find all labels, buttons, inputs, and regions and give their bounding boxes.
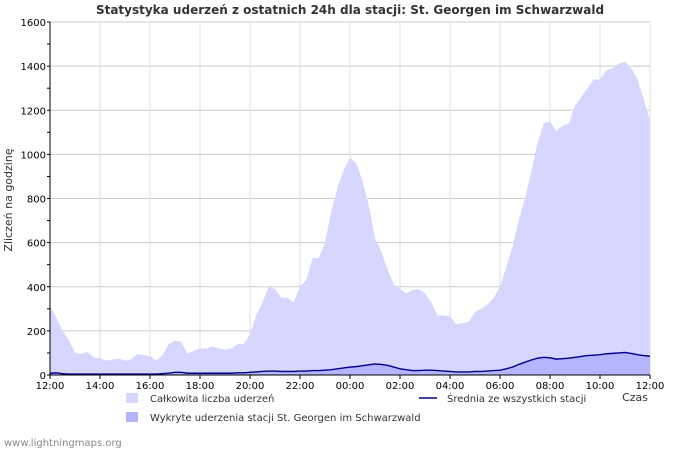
line-series-2 (49, 351, 651, 375)
x-tick-label: 00:00 (336, 381, 365, 392)
chart-title: Statystyka uderzeń z ostatnich 24h dla s… (96, 3, 604, 17)
x-tick-label: 12:00 (636, 381, 665, 392)
legend-label-station: Wykryte uderzenia stacji St. Georgen im … (150, 413, 421, 424)
plot-area (49, 61, 651, 376)
x-tick-label: 22:00 (286, 381, 315, 392)
y-tick-label: 200 (27, 327, 46, 338)
y-tick-label: 1600 (21, 18, 46, 29)
y-tick-label: 1200 (21, 106, 46, 117)
legend: Całkowita liczba uderzeń Wykryte uderzen… (126, 392, 586, 424)
x-axis-ticks: 12:00 14:00 16:00 18:00 20:00 22:00 00:00 02:00… (36, 381, 665, 392)
x-tick-label: 10:00 (586, 381, 615, 392)
legend-label-total: Całkowita liczba uderzeń (150, 393, 274, 405)
y-tick-label: 1000 (21, 150, 46, 161)
legend-label-average: Średnia ze wszystkich stacji (447, 392, 586, 405)
y-tick-label: 0 (40, 371, 46, 382)
y-tick-label: 800 (27, 195, 46, 206)
x-tick-label: 20:00 (236, 381, 265, 392)
watermark: www.lightningmaps.org (4, 438, 122, 449)
x-tick-label: 04:00 (436, 381, 465, 392)
x-axis-label: Czas (622, 391, 648, 404)
y-axis-label: Zliczeń na godzinę (2, 148, 15, 251)
x-tick-label: 12:00 (36, 381, 65, 392)
x-tick-label: 16:00 (136, 381, 165, 392)
y-tick-label: 1400 (21, 62, 46, 73)
axes (47, 21, 651, 379)
x-tick-label: 14:00 (86, 381, 115, 392)
legend-swatch-station (126, 412, 138, 422)
x-tick-label: 06:00 (486, 381, 515, 392)
y-tick-label: 600 (27, 239, 46, 250)
x-tick-label: 18:00 (186, 381, 215, 392)
y-tick-label: 400 (27, 283, 46, 294)
area-series-1 (50, 352, 650, 375)
x-tick-label: 08:00 (536, 381, 565, 392)
area-series-0 (50, 61, 650, 376)
y-axis-ticks: 0 200 400 600 800 1000 1200 1400 1600 (21, 18, 46, 382)
legend-swatch-total (126, 393, 138, 403)
x-tick-label: 02:00 (386, 381, 415, 392)
